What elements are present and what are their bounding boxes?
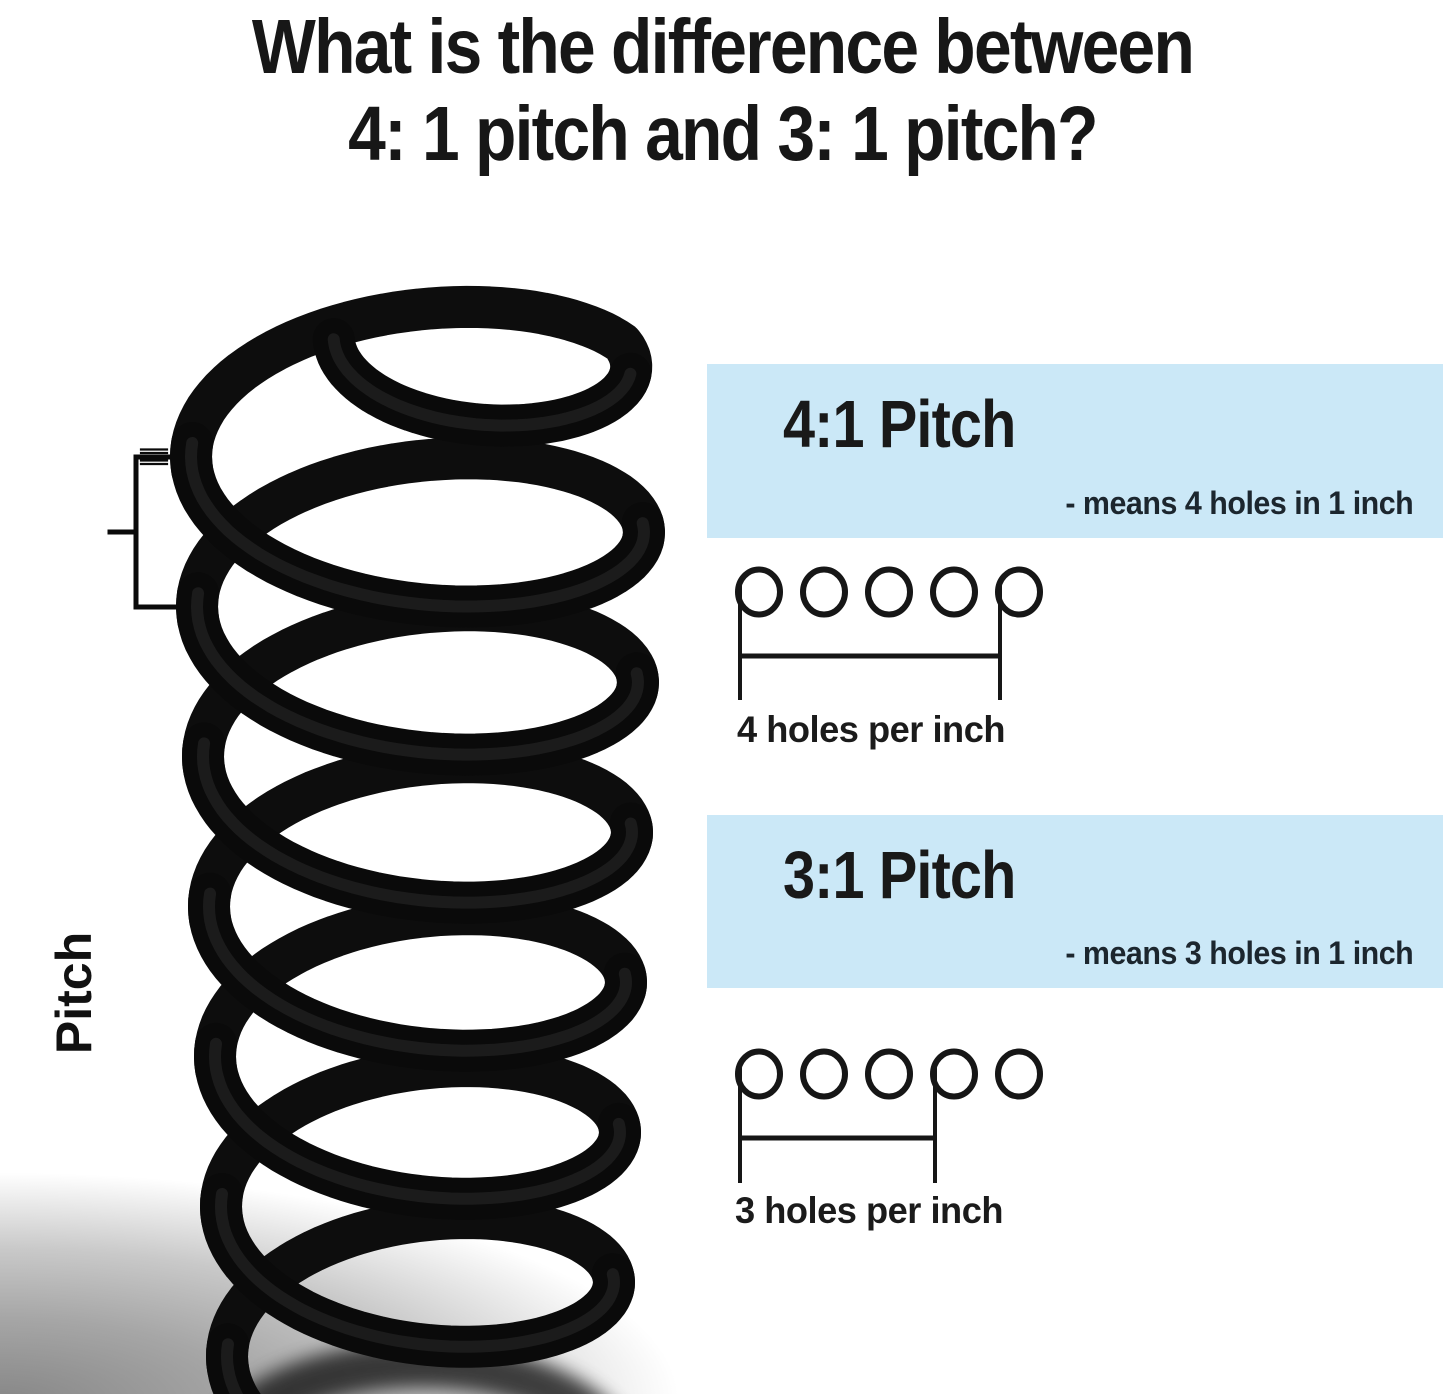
inch-bracket <box>738 586 1002 700</box>
spring-coil-photo: Pitch <box>0 230 820 1394</box>
pitch-bracket <box>107 448 180 610</box>
hole-circle <box>735 1048 783 1100</box>
pitch-3-1-heading: 3:1 Pitch <box>783 838 1016 913</box>
spring-coil-illustration <box>107 285 665 1394</box>
hole-circle <box>995 566 1043 618</box>
hole-circle <box>865 566 913 618</box>
hole-circle <box>865 1048 913 1100</box>
hole-circles <box>735 1048 1043 1100</box>
pitch-label: Pitch <box>46 931 102 1055</box>
hole-circle <box>735 566 783 618</box>
pitch-3-1-box: 3:1 Pitch - means 3 holes in 1 inch <box>707 815 1443 988</box>
page-title: What is the difference between 4: 1 pitc… <box>87 4 1359 178</box>
pitch-bracket-hatch <box>139 448 169 466</box>
hole-circle <box>995 1048 1043 1100</box>
page-title-line1: What is the difference between <box>251 4 1195 90</box>
pitch-4-1-heading: 4:1 Pitch <box>783 387 1016 462</box>
hole-circle <box>800 1048 848 1100</box>
hole-circle <box>930 566 978 618</box>
hole-circle <box>800 566 848 618</box>
hole-diagram-3-1: 3 holes per inch <box>735 1048 1043 1231</box>
pitch-4-1-subtitle: - means 4 holes in 1 inch <box>1065 485 1413 521</box>
coil-wire <box>185 333 650 1394</box>
pitch-3-1-subtitle: - means 3 holes in 1 inch <box>1065 935 1413 971</box>
pitch-bracket-outline <box>133 454 180 610</box>
hole-diagram-4-1: 4 holes per inch <box>735 566 1043 750</box>
diagram-caption-4-1: 4 holes per inch <box>737 709 1005 750</box>
coil-wire <box>170 318 665 1394</box>
coil-helix <box>170 285 665 1394</box>
coil-reflection <box>238 1342 600 1394</box>
hole-circle <box>930 1048 978 1100</box>
hole-circles <box>735 566 1043 618</box>
diagram-caption-3-1: 3 holes per inch <box>735 1190 1003 1231</box>
inch-bracket <box>738 1068 937 1183</box>
pitch-4-1-box: 4:1 Pitch - means 4 holes in 1 inch <box>707 364 1443 538</box>
page-title-line2: 4: 1 pitch and 3: 1 pitch? <box>348 91 1098 177</box>
